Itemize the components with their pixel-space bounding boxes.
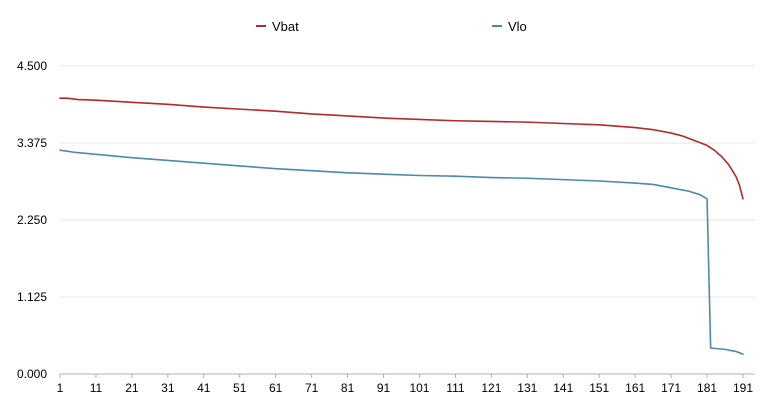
x-tick-label: 191 bbox=[733, 381, 753, 395]
x-tick-label: 61 bbox=[269, 381, 283, 395]
x-tick-label: 51 bbox=[233, 381, 247, 395]
x-tick-label: 141 bbox=[553, 381, 573, 395]
x-tick-label: 11 bbox=[90, 381, 103, 395]
x-tick-label: 161 bbox=[625, 381, 645, 395]
x-tick-label: 151 bbox=[589, 381, 609, 395]
x-tick-label: 111 bbox=[446, 381, 465, 395]
y-tick-label: 3.375 bbox=[17, 136, 47, 150]
x-tick-label: 31 bbox=[161, 381, 175, 395]
y-axis: 0.000 1.125 2.250 3.375 4.500 bbox=[17, 59, 47, 381]
y-tick-label: 4.500 bbox=[17, 59, 47, 73]
x-tick-label: 21 bbox=[125, 381, 139, 395]
x-tick-label: 1 bbox=[57, 381, 64, 395]
legend-label-vbat: Vbat bbox=[272, 19, 299, 34]
series-line-vbat bbox=[59, 97, 744, 200]
x-axis: 1 11 21 31 41 51 61 71 81 91 101 111 121 131 141 151 161… bbox=[57, 374, 753, 395]
x-tick-label: 41 bbox=[197, 381, 211, 395]
y-tick-label: 2.250 bbox=[17, 213, 47, 227]
x-tick-label: 131 bbox=[517, 381, 537, 395]
x-tick-label: 81 bbox=[341, 381, 355, 395]
y-tick-label: 1.125 bbox=[17, 290, 47, 304]
grid bbox=[60, 65, 755, 375]
x-tick-label: 121 bbox=[481, 381, 501, 395]
legend: Vbat Vlo bbox=[256, 19, 527, 34]
x-tick-label: 171 bbox=[661, 381, 681, 395]
x-tick-label: 101 bbox=[409, 381, 429, 395]
x-tick-label: 71 bbox=[305, 381, 319, 395]
legend-label-vlo: Vlo bbox=[508, 19, 527, 34]
series-group bbox=[59, 97, 744, 355]
y-tick-label: 0.000 bbox=[17, 367, 47, 381]
x-tick-label: 181 bbox=[697, 381, 717, 395]
x-tick-label: 91 bbox=[377, 381, 391, 395]
series-line-vlo bbox=[59, 149, 744, 355]
